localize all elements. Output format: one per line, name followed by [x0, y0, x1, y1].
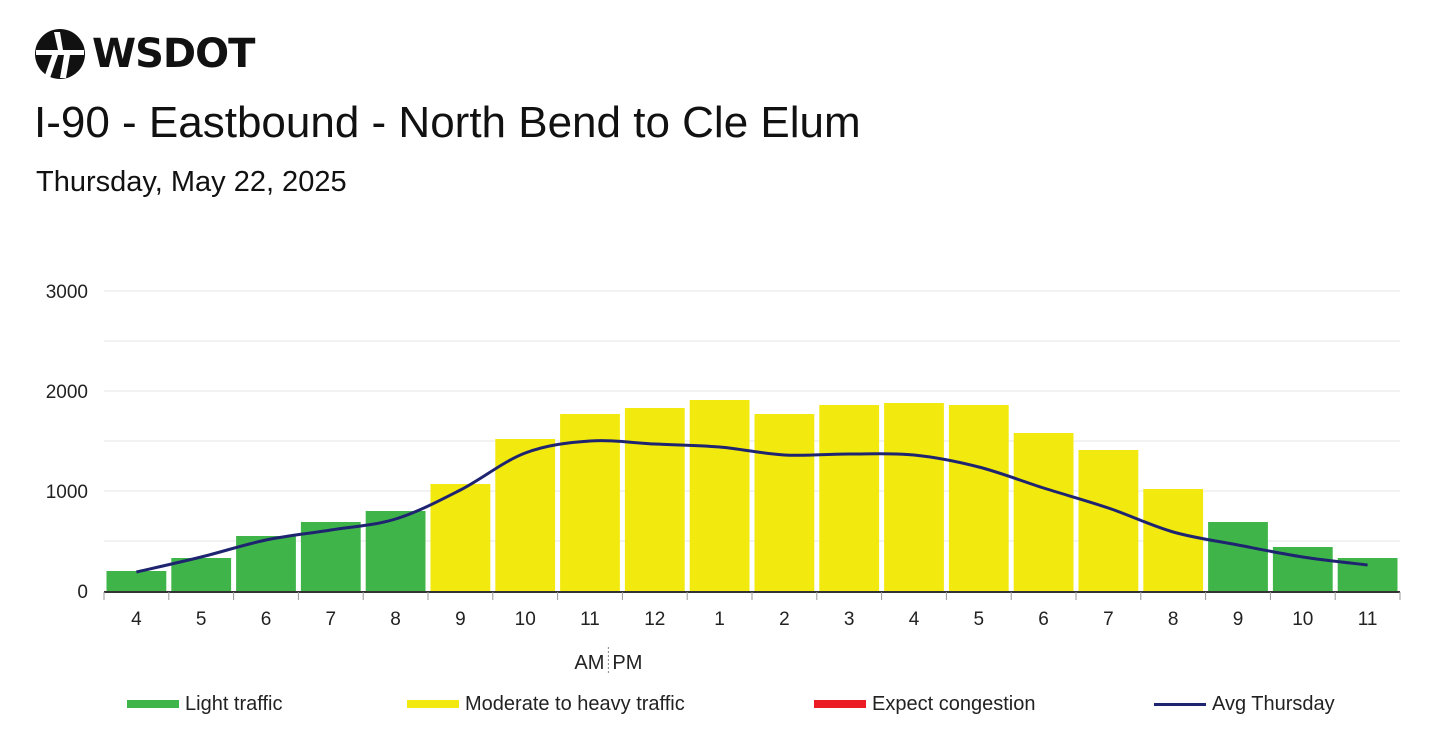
legend-color-swatch	[407, 700, 459, 708]
x-tick-label: 2	[779, 609, 790, 630]
logo-text: WSDOT	[92, 31, 255, 77]
bar	[171, 558, 232, 591]
legend-label: Avg Thursday	[1212, 692, 1335, 715]
bar	[1078, 450, 1139, 591]
wsdot-logo: WSDOT	[34, 28, 255, 80]
x-tick-label: 10	[515, 609, 536, 630]
x-tick-label: 11	[1358, 609, 1378, 630]
legend-label: Expect congestion	[872, 692, 1036, 715]
legend-item: Avg Thursday	[1154, 688, 1335, 720]
page-subtitle: Thursday, May 22, 2025	[36, 166, 347, 198]
y-tick-label: 1000	[46, 482, 88, 503]
bar	[948, 405, 1009, 591]
x-tick-label: 6	[261, 609, 272, 630]
wsdot-logo-icon	[35, 29, 85, 79]
x-tick-label: 7	[1103, 609, 1114, 630]
bar	[754, 414, 815, 591]
x-tick-label: 1	[714, 609, 725, 630]
x-tick-label: 6	[1038, 609, 1049, 630]
x-tick-label: 10	[1292, 609, 1313, 630]
bar	[106, 571, 167, 591]
x-tick-label: 3	[844, 609, 855, 630]
x-tick-label: 9	[455, 609, 466, 630]
pm-label: PM	[612, 652, 642, 674]
bar	[1013, 433, 1074, 591]
bar	[624, 408, 685, 591]
chart-legend: Light traffic Moderate to heavy traffic Ex…	[0, 688, 1440, 720]
legend-color-swatch	[814, 700, 866, 708]
y-tick-label: 2000	[46, 382, 88, 403]
legend-color-swatch	[127, 700, 179, 708]
x-tick-label: 5	[974, 609, 985, 630]
legend-label: Light traffic	[185, 692, 283, 715]
bar	[819, 405, 880, 591]
bar	[689, 400, 750, 591]
bar	[1143, 489, 1204, 591]
avg-thursday-line	[136, 439, 1368, 574]
bar	[884, 403, 944, 591]
page-title: I-90 - Eastbound - North Bend to Cle Elu…	[34, 98, 861, 147]
am-label: AM	[574, 652, 604, 674]
y-tick-label: 3000	[46, 282, 88, 303]
legend-line-swatch	[1154, 702, 1206, 706]
x-tick-label: 5	[196, 609, 207, 630]
legend-item: Light traffic	[127, 688, 282, 720]
x-tick-label: 8	[390, 609, 401, 630]
x-tick-label: 9	[1233, 609, 1244, 630]
x-tick-label: 7	[326, 609, 337, 630]
bar	[495, 439, 556, 591]
legend-item: Moderate to heavy traffic	[407, 688, 685, 720]
x-tick-label: 4	[131, 609, 142, 630]
x-tick-label: 12	[644, 609, 665, 630]
x-tick-label: 8	[1168, 609, 1179, 630]
x-tick-label: 11	[580, 609, 600, 630]
legend-item: Expect congestion	[814, 688, 1035, 720]
y-tick-label: 0	[77, 582, 88, 603]
bar	[430, 484, 491, 591]
x-tick-label: 4	[909, 609, 920, 630]
legend-label: Moderate to heavy traffic	[465, 692, 685, 715]
bar	[1208, 522, 1268, 591]
